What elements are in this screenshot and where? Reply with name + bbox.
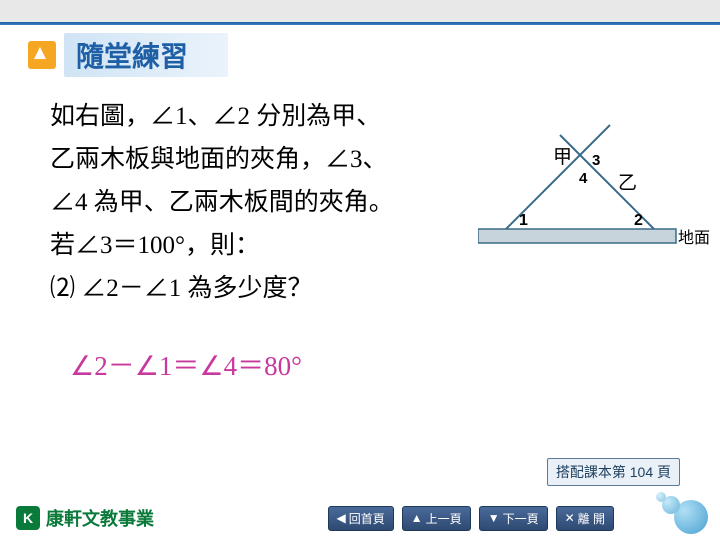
exit-button[interactable]: ✕ 離 開 (556, 506, 614, 531)
home-button[interactable]: ◀ 回首頁 (328, 506, 394, 531)
home-label: 回首頁 (349, 510, 385, 527)
bubble-decoration (652, 492, 708, 534)
problem-line: ⑵ ∠2－∠1 為多少度？ (50, 267, 684, 310)
angle-3-label: 3 (592, 152, 600, 169)
prev-label: 上一頁 (426, 510, 462, 527)
arrow-up-icon: ▲ (411, 511, 423, 525)
ground-rect (478, 229, 676, 243)
next-button[interactable]: ▼ 下一頁 (479, 506, 548, 531)
angle-2-label: 2 (634, 212, 643, 229)
publisher-name: 康軒文教事業 (46, 505, 154, 531)
exit-label: 離 開 (578, 510, 605, 527)
geometry-figure: 1 2 3 4 甲 乙 地面 (478, 121, 710, 266)
publisher-logo: K 康軒文教事業 (16, 505, 154, 531)
content-area: 如右圖，∠1、∠2 分別為甲、 乙兩木板與地面的夾角，∠3、 ∠4 為甲、乙兩木… (0, 77, 720, 383)
page-reference: 搭配課本第 104 頁 (547, 458, 680, 486)
page-ref-prefix: 搭配課本第 (556, 464, 626, 480)
ground-label: 地面 (678, 229, 710, 247)
pencil-icon (28, 41, 56, 69)
next-label: 下一頁 (503, 510, 539, 527)
page-ref-number: 104 (630, 464, 653, 480)
prev-button[interactable]: ▲ 上一頁 (402, 506, 471, 531)
footer: K 康軒文教事業 ◀ 回首頁 ▲ 上一頁 ▼ 下一頁 ✕ 離 開 (0, 496, 720, 540)
angle-4-label: 4 (579, 170, 588, 187)
answer-text: ∠2－∠1＝∠4＝80° (70, 344, 684, 383)
arrow-down-icon: ▼ (488, 511, 500, 525)
home-icon: ◀ (337, 511, 346, 525)
nav-button-group: ◀ 回首頁 ▲ 上一頁 ▼ 下一頁 ✕ 離 開 (328, 506, 614, 531)
page-ref-suffix: 頁 (657, 464, 671, 480)
header: 隨堂練習 (0, 25, 720, 77)
angle-1-label: 1 (519, 212, 528, 229)
jia-label: 甲 (553, 147, 572, 168)
header-title: 隨堂練習 (64, 33, 228, 77)
logo-mark-icon: K (16, 506, 40, 530)
close-icon: ✕ (565, 511, 575, 525)
yi-label: 乙 (618, 173, 637, 194)
top-gray-bar (0, 0, 720, 22)
